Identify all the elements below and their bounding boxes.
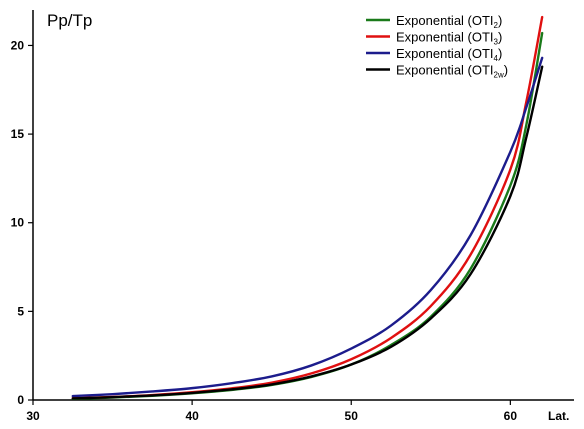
legend-label-tail: ) [498, 30, 502, 45]
x-ticks: 30 40 50 60 [26, 400, 517, 423]
legend-label-tail: ) [504, 63, 508, 78]
legend-label-subscript: 4 [494, 54, 499, 63]
y-tick-label: 10 [11, 216, 25, 230]
y-tick-label: 5 [17, 304, 24, 318]
y-tick-label: 15 [11, 127, 25, 141]
y-axis-title: Pp/Tp [47, 11, 92, 30]
axes [32, 10, 574, 401]
series-line-1 [71, 31, 544, 400]
legend-label-subscript: 3 [494, 38, 499, 47]
series-lines [71, 15, 544, 400]
x-axis-title: Lat. [548, 409, 569, 423]
legend-label-subscript: 2 [494, 21, 499, 30]
x-tick-label: 40 [185, 409, 199, 423]
legend-label-base: Exponential (OTI [396, 30, 494, 45]
x-tick-label: 50 [345, 409, 359, 423]
series-line-4 [71, 65, 544, 400]
legend: Exponential (OTI2)Exponential (OTI3)Expo… [366, 13, 508, 80]
y-tick-label: 20 [11, 38, 25, 52]
legend-label-base: Exponential (OTI [396, 46, 494, 61]
legend-label-subscript: 2w [494, 71, 504, 80]
legend-label: Exponential (OTI2) [396, 13, 502, 30]
legend-label-tail: ) [498, 46, 502, 61]
x-tick-label: 30 [26, 409, 40, 423]
legend-label: Exponential (OTI3) [396, 30, 502, 47]
y-ticks: 0 5 10 15 20 [11, 38, 33, 407]
legend-label-base: Exponential (OTI [396, 63, 494, 78]
legend-label: Exponential (OTI2w) [396, 63, 508, 80]
series-line-3 [71, 56, 544, 398]
x-tick-label: 60 [504, 409, 518, 423]
legend-label-base: Exponential (OTI [396, 13, 494, 28]
y-tick-label: 0 [17, 393, 24, 407]
legend-label: Exponential (OTI4) [396, 46, 502, 63]
legend-label-tail: ) [498, 13, 502, 28]
